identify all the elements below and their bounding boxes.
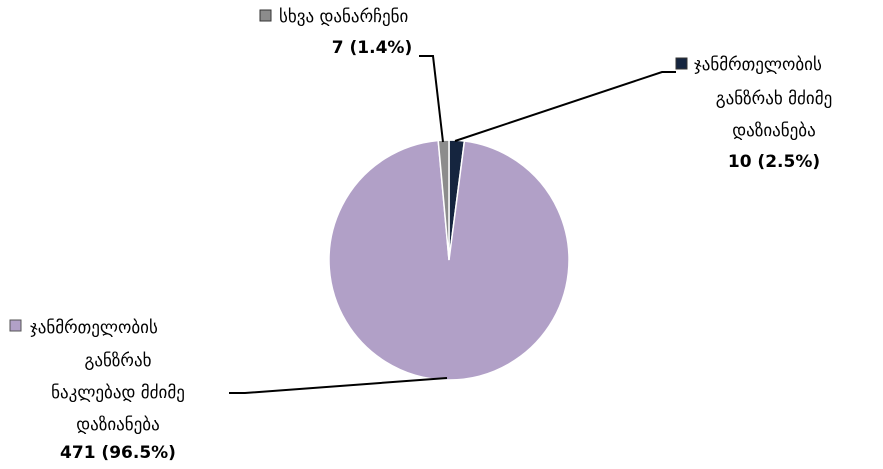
slice-value-2: 471 (96.5%) [60,443,176,463]
slice-value-1: 10 (2.5%) [728,152,820,172]
leader-line-slice-2 [229,377,448,394]
slice-label-2-line-3: ნაკლებად მძიმე [51,383,185,403]
leader-line-slice-3 [419,55,444,143]
legend-marker-slice-1 [675,57,688,70]
slice-label-2-line-2: განზრახ [85,351,152,371]
slice-value-3: 7 (1.4%) [332,38,412,58]
slice-label-1-line-3: დაზიანება [732,121,815,141]
leader-lines [229,55,676,394]
pie-slices [328,139,570,381]
legend-marker-slice-3 [259,9,272,22]
slice-label-1: ჯანმრთელობის განზრახ მძიმე დაზიანება 10 … [675,55,832,172]
slice-label-2-line-4: დაზიანება [76,415,159,435]
slice-label-2: ჯანმრთელობის განზრახ ნაკლებად მძიმე დაზი… [9,318,185,463]
legend-marker-slice-2 [9,319,22,332]
slice-label-3-line-1: სხვა დანარჩენი [279,7,408,27]
leader-line-slice-1 [454,71,676,142]
pie-slice-2 [328,139,570,381]
slice-label-1-line-1: ჯანმრთელობის [694,55,822,75]
slice-label-3: სხვა დანარჩენი 7 (1.4%) [259,7,412,58]
slice-label-2-line-1: ჯანმრთელობის [30,318,158,338]
slice-label-1-line-2: განზრახ მძიმე [716,89,832,109]
